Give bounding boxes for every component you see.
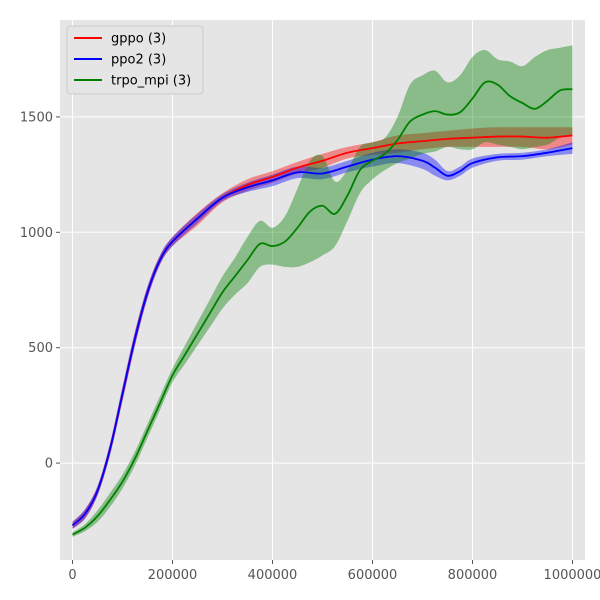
x-tick-label: 200000 [148, 568, 198, 583]
legend-label: ppo2 (3) [111, 53, 166, 68]
series-line [71, 147, 573, 527]
x-tick-label: 0 [68, 568, 76, 583]
y-axis-ticks: 0 500 1000 1500 [20, 110, 60, 472]
x-tick-label: 1000000 [544, 568, 600, 583]
y-tick-label: 1500 [20, 110, 53, 125]
x-tick-label: 400000 [248, 568, 298, 583]
y-tick-label: 500 [28, 341, 53, 356]
y-tick-label: 0 [45, 457, 53, 472]
series-line [72, 80, 573, 536]
x-tick-label: 800000 [448, 568, 498, 583]
confidence-band [72, 45, 573, 537]
legend: gppo (3) ppo2 (3) trpo_mpi (3) [66, 25, 204, 95]
x-tick-label: 600000 [348, 568, 398, 583]
legend-box [66, 25, 204, 95]
legend-label: trpo_mpi (3) [111, 74, 191, 89]
legend-label: gppo (3) [111, 32, 166, 47]
x-axis-ticks: 0 200000 400000 600000 800000 1000000 [68, 560, 600, 583]
grid-lines [60, 20, 585, 560]
series-lines [71, 80, 573, 536]
confidence-bands [72, 45, 573, 537]
y-tick-label: 1000 [20, 226, 53, 241]
